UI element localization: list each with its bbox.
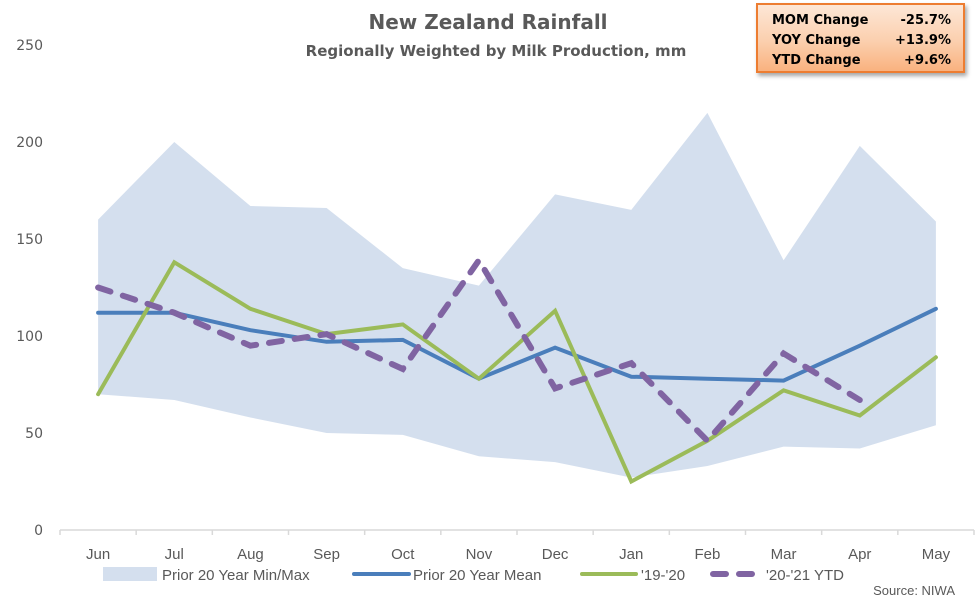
legend: Prior 20 Year Min/Max Prior 20 Year Mean… [103, 567, 844, 584]
legend-label-band: Prior 20 Year Min/Max [162, 567, 310, 584]
legend-label-1920: '19-'20 [641, 567, 685, 584]
legend-label-2021: '20-'21 YTD [766, 567, 844, 584]
x-tick-label: Mar [771, 546, 797, 563]
legend-label-mean: Prior 20 Year Mean [413, 567, 541, 584]
chart-title: New Zealand Rainfall [368, 10, 607, 34]
x-axis: Jun Jul Aug Sep Oct Nov Dec Jan Feb Mar Apr May [59, 529, 975, 563]
x-tick-label: Apr [848, 546, 871, 563]
x-tick-label: Feb [694, 546, 720, 563]
x-tick-label: Jul [165, 546, 184, 563]
y-tick-label: 0 [34, 523, 43, 539]
x-tick-label: May [922, 546, 951, 563]
change-stats-box: MOM Change -25.7% YOY Change +13.9% YTD … [756, 3, 965, 73]
series-line-1 [96, 259, 938, 485]
y-tick-label: 250 [16, 38, 43, 54]
series-line-0 [96, 306, 938, 383]
y-tick-label: 200 [16, 135, 43, 151]
legend-swatch-band [103, 567, 157, 581]
y-tick-label: 100 [16, 329, 43, 345]
stat-value: -25.7% [900, 13, 952, 28]
source-note: Source: NIWA [873, 583, 955, 598]
chart-subtitle: Regionally Weighted by Milk Production, … [306, 42, 687, 60]
x-tick-label: Nov [466, 546, 493, 563]
y-axis: 0 50 100 150 200 250 [16, 38, 43, 539]
stat-row-ytd: YTD Change +9.6% [772, 51, 951, 71]
x-tick-label: Aug [237, 546, 264, 563]
stat-label: YOY Change [772, 33, 861, 48]
series-line-2 [95, 254, 863, 446]
plot-area [95, 112, 938, 485]
stat-row-yoy: YOY Change +13.9% [772, 31, 951, 51]
stat-row-mom: MOM Change -25.7% [772, 11, 951, 31]
x-tick-label: Oct [391, 546, 415, 563]
stat-label: MOM Change [772, 13, 869, 28]
stat-value: +13.9% [895, 33, 951, 48]
x-tick-label: Dec [542, 546, 569, 563]
min-max-band [98, 112, 936, 478]
x-tick-label: Sep [313, 546, 340, 563]
stat-label: YTD Change [772, 53, 861, 68]
stat-value: +9.6% [904, 53, 951, 68]
x-tick-label: Jan [619, 546, 643, 563]
x-tick-label: Jun [86, 546, 110, 563]
y-tick-label: 150 [16, 232, 43, 248]
y-tick-label: 50 [25, 426, 43, 442]
